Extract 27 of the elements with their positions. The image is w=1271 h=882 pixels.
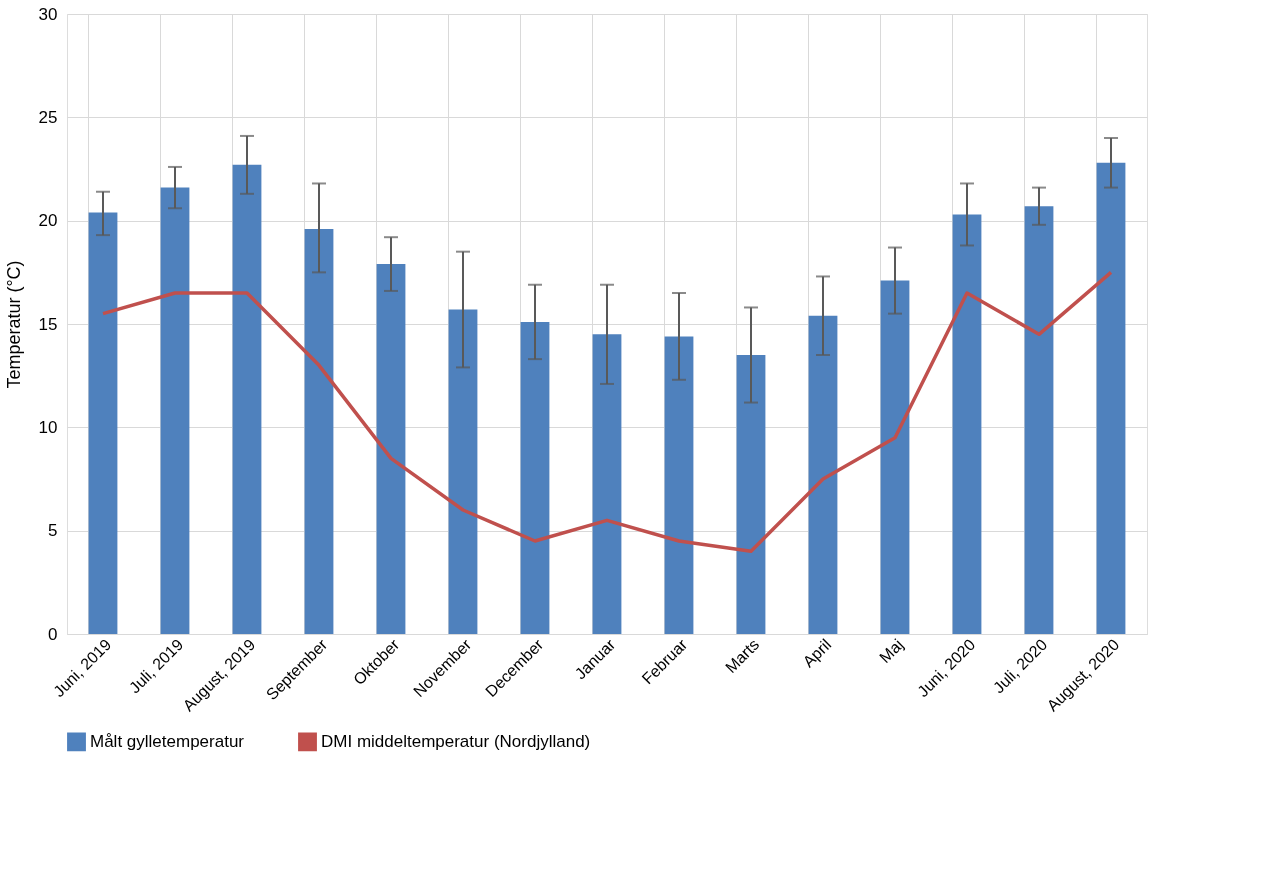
y-tick-label: 10 [38,417,58,437]
bar [232,164,262,634]
legend-label: Målt gylletemperatur [90,731,245,751]
bar [88,212,118,634]
bar [1024,206,1054,634]
y-tick-label: 20 [38,211,58,231]
y-tick-label: 25 [38,107,58,127]
bar [880,280,910,634]
bar [952,214,982,634]
y-tick-label: 15 [38,314,58,334]
y-tick-label: 5 [48,521,58,541]
bar [160,187,190,634]
bar [304,228,334,634]
x-tick-label: Maj [876,635,907,667]
legend-label: DMI middeltemperatur (Nordjylland) [321,731,591,751]
bar [376,264,406,634]
bar [736,355,766,634]
y-axis-title: Temperatur (°C) [3,260,24,389]
bar [664,336,694,634]
line-series [101,270,1113,554]
bar [520,321,550,634]
y-tick-label: 30 [38,4,58,24]
y-tick-label: 0 [48,624,58,644]
bar [1096,162,1126,634]
bar [808,315,838,634]
bar [592,334,622,634]
bar [448,309,478,634]
